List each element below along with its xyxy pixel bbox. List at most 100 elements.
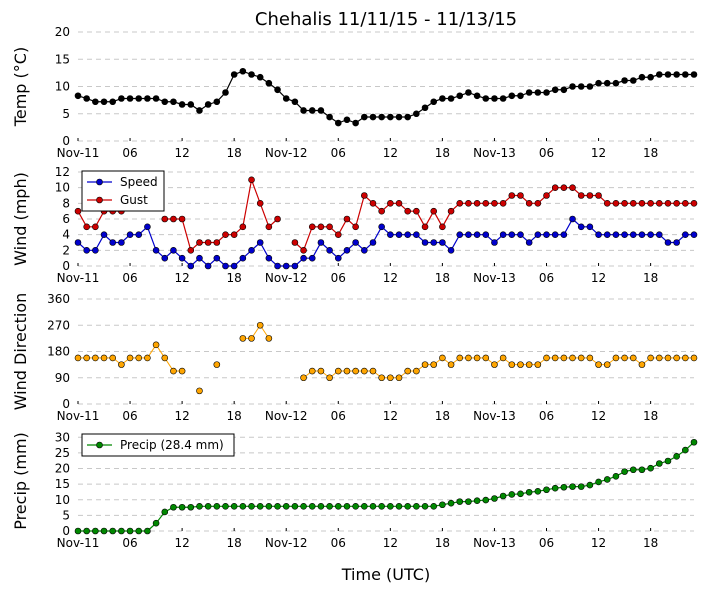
data-point bbox=[222, 231, 229, 238]
x-tick-label: 18 bbox=[435, 271, 450, 285]
data-point bbox=[534, 200, 542, 207]
data-point bbox=[682, 71, 689, 78]
y-tick-label: 360 bbox=[47, 292, 70, 306]
y-tick-label: 90 bbox=[55, 371, 70, 385]
data-point bbox=[343, 503, 351, 510]
data-point bbox=[499, 231, 507, 238]
data-point bbox=[603, 476, 611, 483]
data-point bbox=[525, 200, 533, 207]
data-point bbox=[248, 71, 255, 78]
data-point bbox=[629, 466, 637, 474]
data-point bbox=[291, 262, 299, 270]
data-point bbox=[517, 92, 524, 100]
legend-box bbox=[81, 433, 235, 457]
data-point bbox=[317, 367, 325, 375]
data-point bbox=[74, 207, 82, 215]
x-tick-label: 12 bbox=[174, 536, 189, 550]
data-point bbox=[334, 231, 342, 238]
data-point bbox=[569, 215, 576, 223]
data-point bbox=[404, 207, 411, 215]
data-point bbox=[387, 374, 394, 382]
data-point bbox=[161, 254, 169, 262]
data-point bbox=[395, 113, 403, 121]
x-tick-label: 12 bbox=[591, 536, 606, 550]
data-point bbox=[222, 262, 229, 270]
data-point bbox=[118, 361, 125, 368]
data-point bbox=[482, 95, 490, 102]
data-point bbox=[638, 73, 646, 81]
data-point bbox=[482, 496, 490, 504]
x-tick-label: 18 bbox=[643, 409, 658, 423]
data-point bbox=[430, 98, 438, 106]
data-point bbox=[74, 92, 82, 100]
data-point bbox=[126, 527, 134, 535]
data-point bbox=[317, 107, 325, 114]
data-point bbox=[239, 254, 247, 262]
y-tick-label: 20 bbox=[55, 462, 70, 476]
data-point bbox=[118, 239, 125, 246]
data-point bbox=[187, 101, 195, 108]
y-tick-label: 10 bbox=[55, 181, 70, 195]
data-point bbox=[404, 231, 411, 238]
data-point bbox=[361, 247, 368, 254]
data-point bbox=[239, 335, 247, 342]
x-tick-label: Nov-11 bbox=[57, 271, 100, 285]
data-point bbox=[577, 483, 585, 490]
data-point bbox=[682, 446, 689, 454]
data-point bbox=[100, 354, 108, 362]
data-point bbox=[196, 107, 203, 114]
data-point bbox=[326, 503, 333, 510]
x-tick-label: Nov-13 bbox=[473, 271, 516, 285]
data-point bbox=[456, 354, 464, 362]
data-point bbox=[317, 223, 325, 231]
data-point bbox=[230, 231, 238, 238]
data-point bbox=[473, 92, 481, 100]
data-point bbox=[647, 354, 654, 362]
data-point bbox=[612, 231, 620, 238]
series-gust bbox=[74, 176, 698, 254]
data-point bbox=[525, 361, 533, 368]
data-point bbox=[534, 89, 542, 96]
data-point bbox=[378, 374, 385, 382]
data-point bbox=[74, 239, 82, 246]
series-line bbox=[77, 218, 694, 267]
data-point bbox=[629, 354, 637, 362]
data-point bbox=[491, 495, 498, 502]
data-point bbox=[170, 367, 177, 375]
data-point bbox=[326, 113, 333, 121]
data-point bbox=[664, 239, 672, 246]
data-point bbox=[222, 503, 229, 510]
y-tick-label: 10 bbox=[55, 493, 70, 507]
data-point bbox=[92, 247, 99, 254]
data-point bbox=[248, 176, 255, 184]
data-point bbox=[109, 98, 117, 106]
data-point bbox=[178, 101, 186, 108]
data-point bbox=[612, 473, 620, 480]
data-point bbox=[204, 503, 212, 510]
data-point bbox=[517, 192, 524, 199]
data-point bbox=[517, 231, 524, 238]
x-tick-label: 06 bbox=[331, 536, 346, 550]
x-tick-label: Nov-12 bbox=[265, 409, 308, 423]
data-point bbox=[647, 464, 654, 472]
y-tick-label: 8 bbox=[62, 196, 70, 210]
data-point bbox=[144, 223, 151, 231]
data-point bbox=[421, 104, 429, 112]
data-point bbox=[369, 113, 377, 121]
x-tick-label: 12 bbox=[174, 271, 189, 285]
data-point bbox=[413, 231, 420, 238]
x-tick-label: 18 bbox=[643, 146, 658, 160]
data-point bbox=[456, 498, 464, 505]
data-point bbox=[413, 367, 420, 375]
x-tick-label: 06 bbox=[331, 271, 346, 285]
data-point bbox=[334, 367, 342, 375]
data-point bbox=[577, 354, 585, 362]
x-tick-label: 18 bbox=[643, 271, 658, 285]
x-axis-label: Time (UTC) bbox=[341, 565, 430, 584]
data-point bbox=[369, 503, 377, 510]
data-point bbox=[83, 247, 90, 254]
data-point bbox=[378, 113, 385, 121]
data-point bbox=[135, 354, 143, 362]
data-point bbox=[491, 361, 498, 368]
x-tick-label: 06 bbox=[539, 409, 554, 423]
